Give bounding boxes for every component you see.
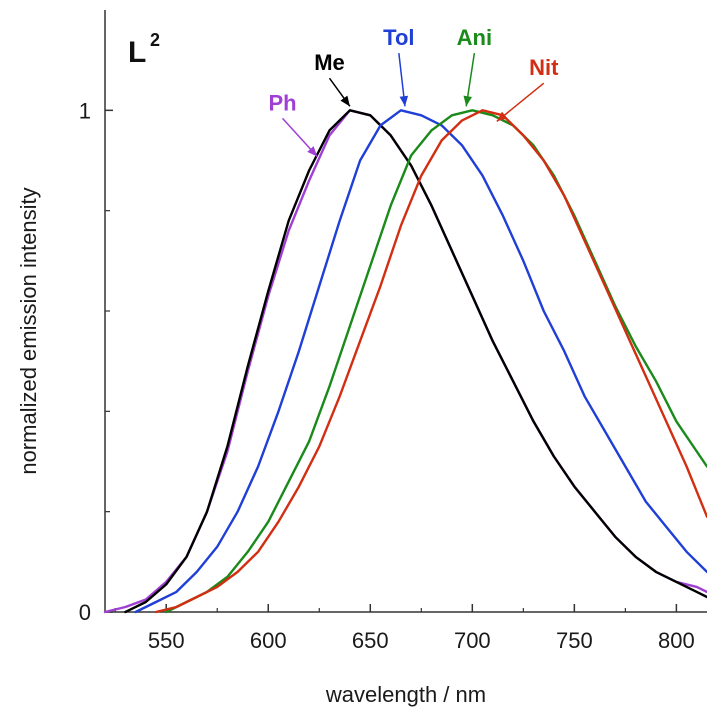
- annotation-arrow-nit: [496, 82, 545, 122]
- axes-group: 550 600 650 700 750 800 0 1: [79, 10, 707, 653]
- annotation-arrow-ani: [463, 53, 476, 107]
- x-tick-label: 600: [250, 628, 287, 653]
- annotation-arrow-ph: [281, 117, 318, 158]
- y-tick-label: 0: [79, 600, 91, 625]
- x-tick-label: 750: [556, 628, 593, 653]
- x-tick-label: 700: [454, 628, 491, 653]
- x-tick-label: 650: [352, 628, 389, 653]
- y-tick-label: 1: [79, 98, 91, 123]
- y-axis-label: normalized emission intensity: [16, 187, 41, 474]
- panel-label: L: [128, 36, 146, 69]
- annotation-layer: Me Ph Tol Ani Nit: [268, 25, 559, 158]
- series-label-tol: Tol: [383, 25, 414, 50]
- series-label-ph: Ph: [268, 90, 296, 115]
- x-tick-label: 550: [148, 628, 185, 653]
- series-label-ani: Ani: [457, 25, 492, 50]
- annotation-arrow-me: [328, 77, 351, 107]
- panel-label-superscript: 2: [150, 30, 160, 50]
- series-line-nit: [154, 109, 707, 614]
- series-label-nit: Nit: [529, 55, 559, 80]
- x-axis-label: wavelength / nm: [325, 682, 486, 707]
- x-tick-label: 800: [658, 628, 695, 653]
- series-layer: [103, 109, 707, 614]
- series-line-ani: [164, 109, 707, 614]
- series-line-me: [124, 109, 707, 614]
- annotation-arrow-tol: [398, 53, 409, 107]
- series-line-tol: [134, 109, 707, 614]
- series-label-me: Me: [314, 50, 345, 75]
